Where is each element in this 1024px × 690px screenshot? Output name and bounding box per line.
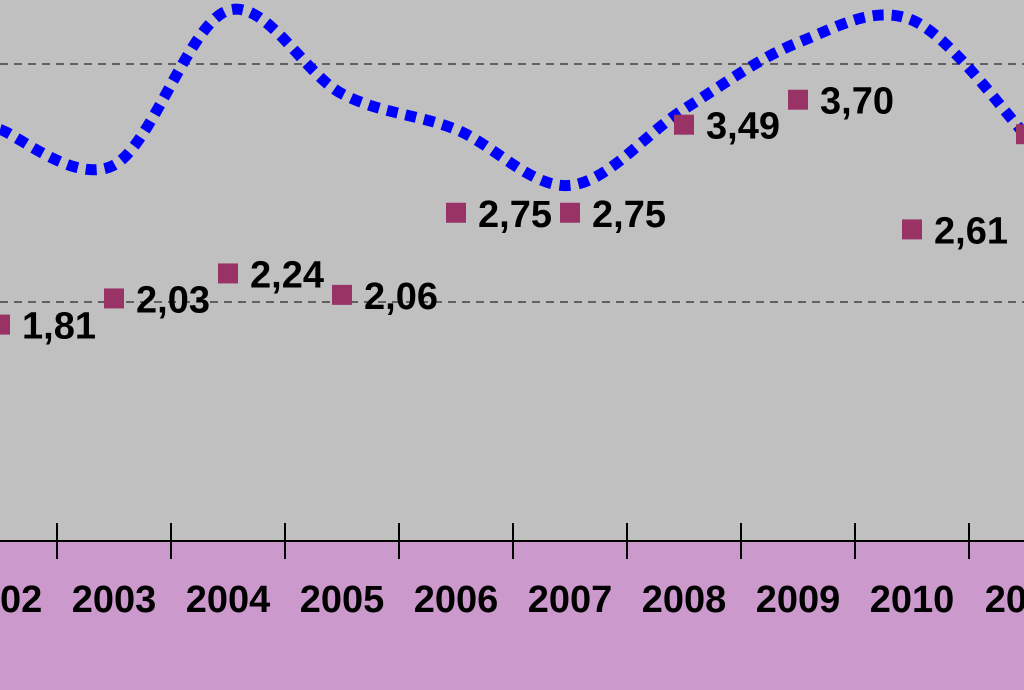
data-labels: 1,81 2,03 2,24 2,06 2,75 2,75 3,49 3,70 2,61 bbox=[22, 81, 1008, 348]
data-point bbox=[332, 284, 352, 305]
data-point bbox=[0, 314, 10, 335]
x-tick-label: 2008 bbox=[642, 579, 727, 621]
data-point bbox=[788, 89, 808, 110]
data-point bbox=[560, 202, 580, 223]
data-label: 3,70 bbox=[820, 81, 894, 123]
x-tick-label: 2007 bbox=[528, 579, 613, 621]
x-tick-label: 2006 bbox=[414, 579, 499, 621]
x-tick-label: 2010 bbox=[870, 579, 955, 621]
gridlines bbox=[0, 63, 1024, 303]
x-tick-label: 2003 bbox=[72, 579, 157, 621]
data-label: 2,03 bbox=[136, 279, 210, 321]
data-point bbox=[674, 114, 694, 135]
data-point bbox=[104, 288, 124, 309]
data-label: 2,24 bbox=[250, 254, 324, 296]
x-tick-label: 2011 bbox=[985, 579, 1024, 621]
x-axis-band bbox=[0, 541, 1024, 690]
x-tick-label: 2004 bbox=[186, 579, 271, 621]
x-axis-ticks bbox=[56, 523, 970, 559]
x-tick-label: 2002 bbox=[0, 579, 42, 621]
x-tick-label: 2009 bbox=[756, 579, 841, 621]
data-label: 2,75 bbox=[478, 194, 552, 236]
data-point bbox=[218, 263, 238, 284]
data-label: 1,81 bbox=[22, 306, 96, 348]
data-point bbox=[1016, 124, 1024, 145]
x-tick-label: 2005 bbox=[300, 579, 385, 621]
data-label: 3,49 bbox=[706, 106, 780, 148]
x-axis-tick-labels: 2002 2003 2004 2005 2006 2007 2008 2009 2010 2011 bbox=[0, 579, 1024, 621]
marker-series bbox=[0, 89, 1024, 335]
data-point bbox=[446, 202, 466, 223]
data-label: 2,75 bbox=[592, 194, 666, 236]
data-label: 2,61 bbox=[934, 210, 1008, 252]
dotted-line-series bbox=[0, 3, 1024, 191]
data-label: 2,06 bbox=[364, 276, 438, 318]
data-point bbox=[902, 219, 922, 240]
